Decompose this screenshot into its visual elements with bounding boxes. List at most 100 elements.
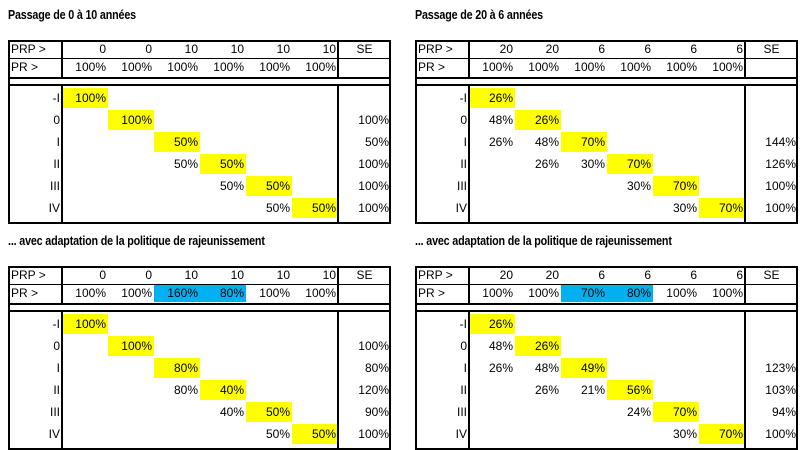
col-divider [337,40,339,224]
rate-cell: 50% [219,179,244,193]
prp-value: 10 [184,268,198,282]
se-header: SE [356,42,373,56]
se-value: 100% [358,427,389,441]
se-value: 100% [358,339,389,353]
row-divider [415,58,798,59]
table-panel-0-to-10-adapted: ... avec adaptation de la politique de r… [8,234,391,450]
panel-title: ... avec adaptation de la politique de r… [415,234,672,248]
se-header: SE [356,268,373,282]
col-divider [61,40,63,224]
rate-cell: 48% [534,361,559,375]
rate-cell: 50% [265,179,290,193]
row-label: I [56,361,60,375]
header-divider [8,77,391,79]
pr-value: 100% [75,286,106,300]
prp-value: 6 [644,268,651,282]
rate-cell: 50% [265,405,290,419]
rate-cell: 70% [580,135,605,149]
prp-value: 20 [499,42,513,56]
highlight-bg [292,424,338,444]
col-divider [468,266,470,450]
pr-value: 100% [259,286,290,300]
header-divider [415,303,798,305]
highlight-bg [246,176,292,196]
panel-title: ... avec adaptation de la politique de r… [8,234,265,248]
prp-value: 10 [276,42,290,56]
rate-cell: 26% [488,361,513,375]
table-border [796,266,798,450]
pr-value: 100% [528,286,559,300]
gap [417,305,796,310]
rate-cell: 26% [534,113,559,127]
rate-cell: 30% [626,179,651,193]
prp-value: 6 [598,268,605,282]
se-value: 103% [765,383,796,397]
rate-cell: 70% [718,427,743,441]
pr-value: 70% [580,286,605,300]
rate-cell: 50% [265,427,290,441]
prp-label: PRP > [418,42,453,56]
table-border [796,40,798,224]
row-divider [8,58,391,59]
rate-cell: 30% [580,157,605,171]
row-label: -I [459,91,467,105]
rate-cell: 30% [672,201,697,215]
table-border [415,40,798,42]
highlight-bg [62,314,108,334]
prp-value: 10 [276,268,290,282]
table-border [389,40,391,224]
row-label: II [460,383,467,397]
header-divider [8,303,391,305]
row-label: IV [455,427,467,441]
row-label: III [456,405,467,419]
se-value: 100% [358,179,389,193]
row-label: 0 [460,113,467,127]
highlight-bg [607,284,653,302]
se-header: SE [763,42,780,56]
prp-value: 20 [545,268,559,282]
rate-cell: 80% [173,383,198,397]
se-value: 100% [765,201,796,215]
pr-value: 100% [167,60,198,74]
row-label: 0 [53,339,60,353]
pr-value: 100% [620,60,651,74]
row-label: I [463,135,467,149]
table-panel-20-to-6-adapted: ... avec adaptation de la politique de r… [415,234,798,450]
rate-cell: 26% [534,383,559,397]
rate-cell: 24% [626,405,651,419]
pr-value: 80% [219,286,244,300]
se-value: 144% [765,135,796,149]
pr-value: 100% [712,60,743,74]
highlight-bg [515,110,561,130]
prp-label: PRP > [418,268,453,282]
rate-cell: 40% [219,383,244,397]
se-value: 100% [358,113,389,127]
row-label: IV [48,201,60,215]
row-label: III [456,179,467,193]
highlight-bg [62,88,108,108]
prp-value: 6 [690,268,697,282]
data-divider [8,84,391,86]
rate-table: PRP > PR > SE 20 20 6 6 6 6 100% 100% 100% 100% 100% 1… [415,40,798,224]
gap [417,79,796,84]
rate-cell: 26% [534,157,559,171]
rate-cell: 50% [219,157,244,171]
table-panel-20-to-6: Passage de 20 à 6 années PRP > PR > SE 20 20… [415,8,798,224]
pr-value: 100% [121,286,152,300]
data-divider [8,310,391,312]
panel-title: Passage de 20 à 6 années [415,8,543,22]
highlight-bg [246,402,292,422]
pr-value: 100% [528,60,559,74]
se-value: 94% [771,405,796,419]
prp-value: 20 [499,268,513,282]
row-label: -I [459,317,467,331]
pr-value: 100% [259,60,290,74]
highlight-bg [108,336,154,356]
se-value: 100% [765,427,796,441]
table-border [8,266,10,450]
highlight-bg [154,284,200,302]
row-label: IV [48,427,60,441]
highlight-bg [469,88,515,108]
rate-cell: 56% [626,383,651,397]
rate-table: PRP > PR > SE 0 0 10 10 10 10 100% 100% 100% 100% 100… [8,40,391,224]
